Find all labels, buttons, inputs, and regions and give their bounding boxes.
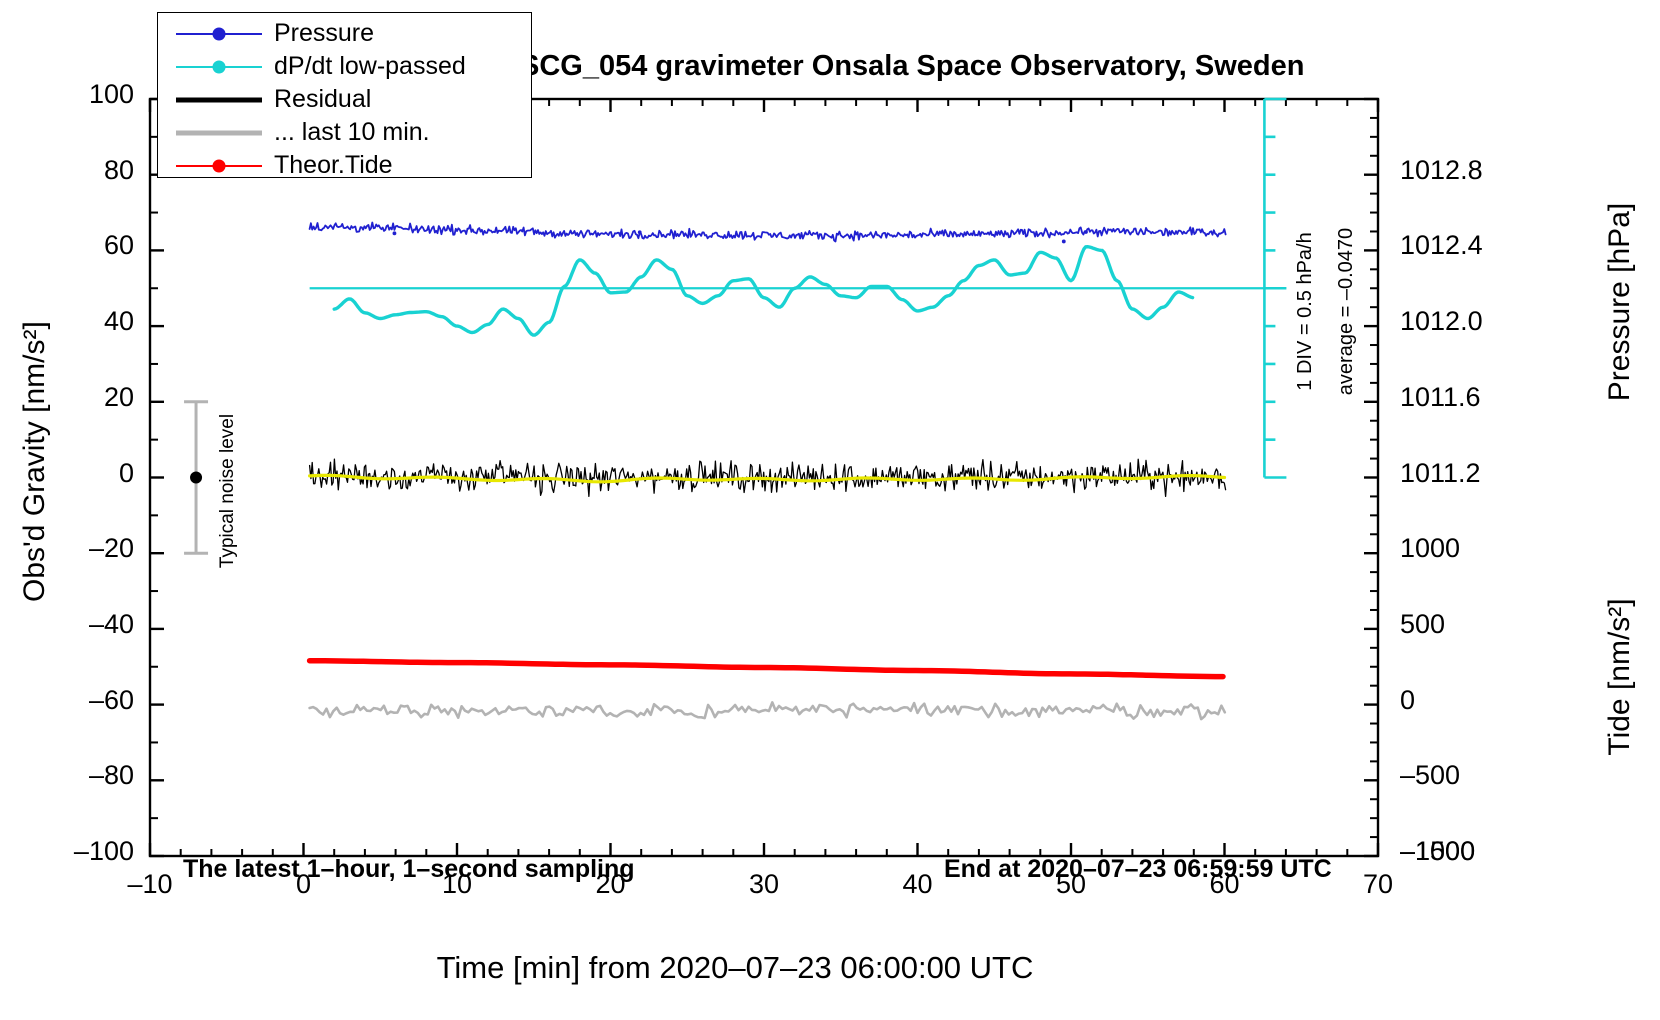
legend-marker-dot-icon <box>212 60 226 73</box>
legend-swatch-icon <box>176 123 262 143</box>
legend-swatch-icon <box>176 90 262 110</box>
legend-item-4: Theor.Tide <box>176 149 531 182</box>
dpdt-scale-label: 1 DIV = 0.5 hPa/h <box>1294 232 1316 391</box>
series-dpdt <box>332 245 1195 337</box>
bottom-right-annotation: End at 2020–07–23 06:59:59 UTC <box>944 855 1332 883</box>
legend-item-1: dP/dt low-passed <box>176 50 531 83</box>
legend-marker-dot-icon <box>212 159 226 172</box>
legend-label: Residual <box>274 85 372 113</box>
series-last10min <box>308 701 1227 721</box>
legend-label: Theor.Tide <box>274 151 393 179</box>
noise-level-label: Typical noise level <box>217 413 238 569</box>
legend-marker-dot-icon <box>212 27 226 40</box>
noise-center-dot <box>190 471 203 484</box>
dpdt-average-label: average = –0.0470 <box>1335 227 1357 396</box>
legend-label: dP/dt low-passed <box>274 52 466 80</box>
series-pressure <box>308 221 1227 243</box>
legend-swatch-icon <box>176 57 262 77</box>
bottom-left-annotation: The latest 1–hour, 1–second sampling <box>183 855 635 883</box>
legend-item-0: Pressure <box>176 17 531 50</box>
legend-label: Pressure <box>274 19 375 47</box>
page-title: SCG_054 gravimeter Onsala Space Observat… <box>520 50 1305 82</box>
legend-swatch-icon <box>176 156 262 176</box>
series-theor-tide <box>306 657 1226 680</box>
legend-label: ... last 10 min. <box>274 118 430 146</box>
legend-item-2: Residual <box>176 83 531 116</box>
series-residual-smoothed <box>308 473 1227 484</box>
pressure-outlier <box>1061 239 1066 244</box>
y-axis-title-left: Obs'd Gravity [nm/s²] <box>18 321 51 602</box>
legend-swatch-icon <box>176 24 262 44</box>
legend-item-3: ... last 10 min. <box>176 116 531 149</box>
legend-line <box>176 97 262 102</box>
pressure-outlier <box>392 231 397 236</box>
y-axis-title-tide: Tide [nm/s²] <box>1603 598 1636 756</box>
y-axis-title-pressure: Pressure [hPa] <box>1603 202 1636 402</box>
x-axis-title: Time [min] from 2020–07–23 06:00:00 UTC <box>436 950 1034 985</box>
legend: Pressure dP/dt low-passed Residual ... last… <box>157 12 532 179</box>
legend-line <box>176 130 262 135</box>
